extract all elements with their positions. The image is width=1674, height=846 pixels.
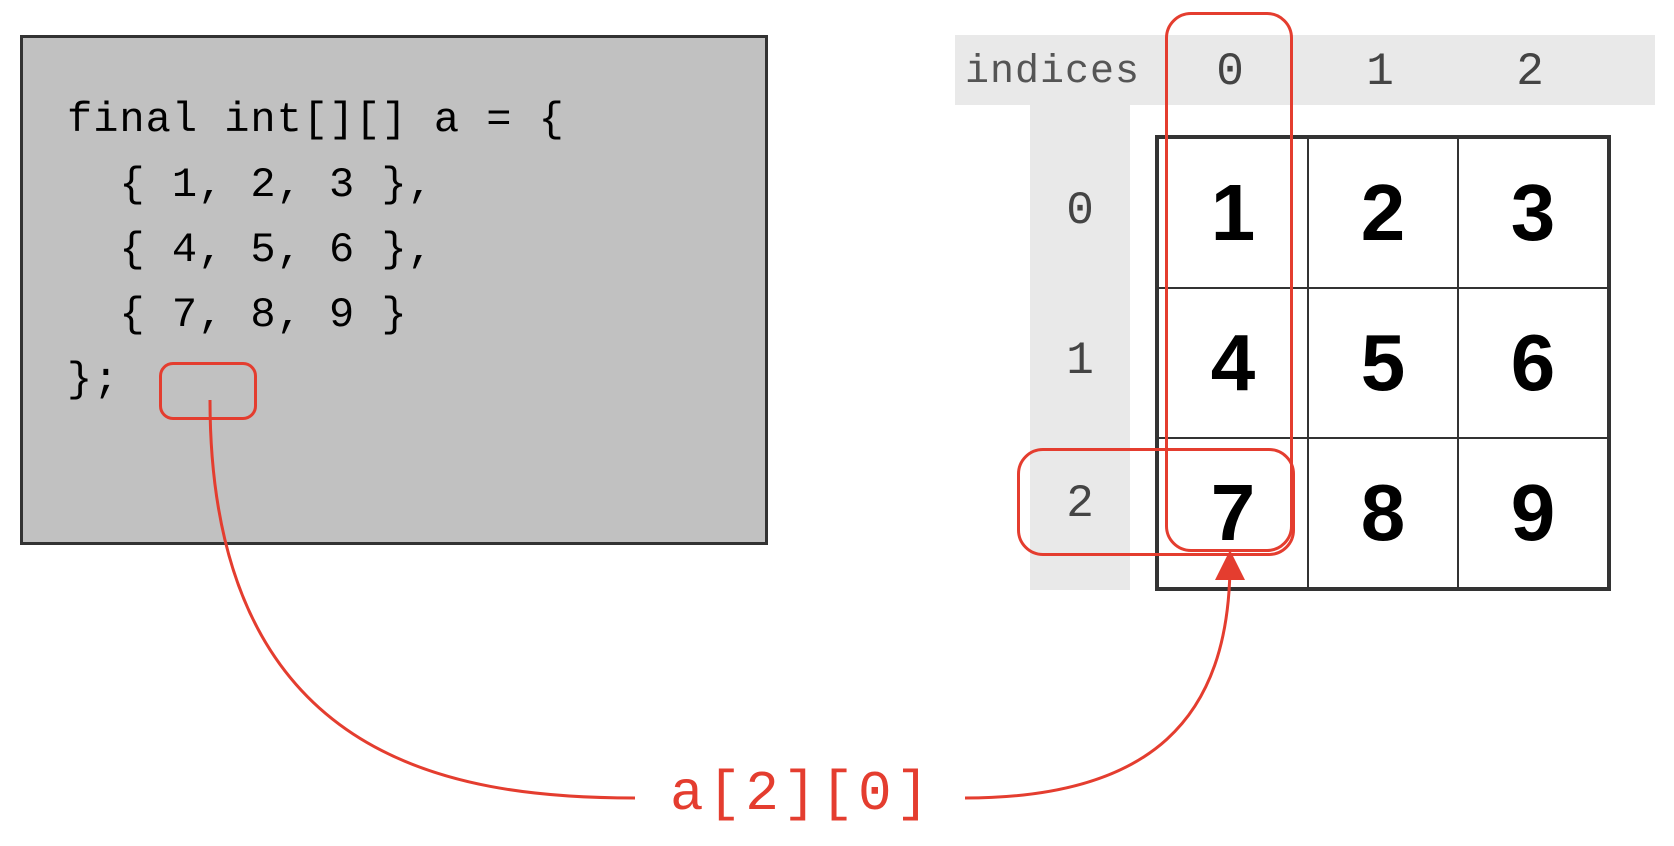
col-header-2: 2 [1500, 46, 1560, 98]
annotation-label: a[2][0] [670, 762, 933, 826]
cell-0-1: 2 [1308, 138, 1458, 288]
code-highlight-7 [159, 362, 257, 420]
right-connector [965, 562, 1230, 798]
cell-2-2: 9 [1458, 438, 1608, 588]
code-line-3: { 7, 8, 9 } [67, 283, 721, 348]
indices-label: indices [965, 50, 1140, 95]
code-line-1: { 1, 2, 3 }, [67, 153, 721, 218]
code-line-2: { 4, 5, 6 }, [67, 218, 721, 283]
col-header-1: 1 [1350, 46, 1410, 98]
cell-0-2: 3 [1458, 138, 1608, 288]
row-header-1: 1 [1050, 335, 1110, 387]
row-header-0: 0 [1050, 185, 1110, 237]
cell-1-2: 6 [1458, 288, 1608, 438]
cell-1-1: 5 [1308, 288, 1458, 438]
row-highlight [1017, 448, 1295, 556]
code-box: final int[][] a = { { 1, 2, 3 }, { 4, 5,… [20, 35, 768, 545]
cell-2-1: 8 [1308, 438, 1458, 588]
code-line-0: final int[][] a = { [67, 88, 721, 153]
array-table: indices 0 1 2 0 1 2 1 2 3 4 5 6 7 8 9 [955, 20, 1655, 590]
